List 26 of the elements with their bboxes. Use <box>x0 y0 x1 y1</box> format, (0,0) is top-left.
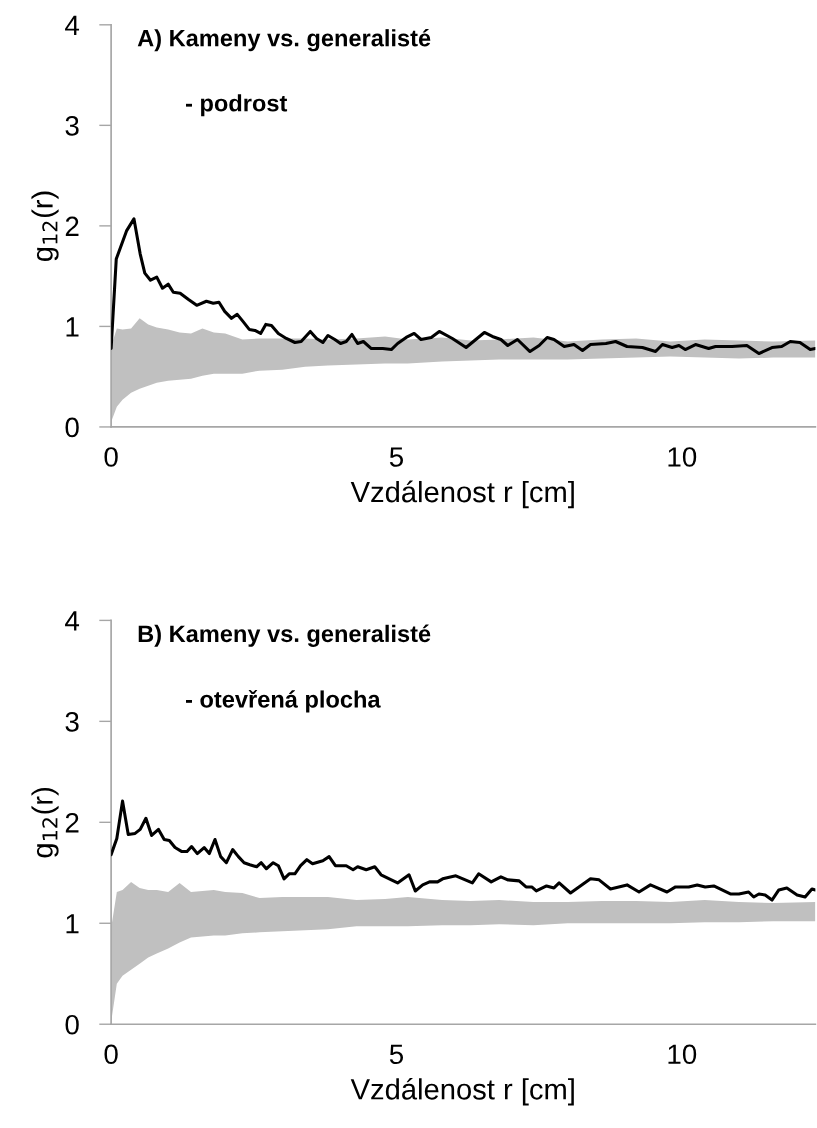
y-tick-label: 4 <box>65 15 80 35</box>
line-series <box>111 799 816 902</box>
chart-title: B) Kameny vs. generalisté <box>138 624 431 647</box>
y-tick-label: 1 <box>66 317 79 337</box>
y-tick-label: 3 <box>65 116 79 136</box>
y-tick-label: 1 <box>66 914 79 934</box>
y-axis-title: g$_{12}$(r) <box>31 788 59 858</box>
y-tick-label: 0 <box>65 1014 79 1035</box>
y-tick-label: 2 <box>65 216 79 236</box>
x-axis-title: Vzdálenost r [cm] <box>350 1077 574 1106</box>
y-tick-label: 0 <box>65 417 79 438</box>
x-axis-title: Vzdálenost r [cm] <box>350 480 574 509</box>
y-tick-label: 4 <box>65 611 80 631</box>
y-tick-label: 2 <box>65 812 79 833</box>
x-tick-label: 10 <box>668 447 697 467</box>
y-tick-label: 3 <box>65 712 79 732</box>
text: - podrost <box>185 94 288 117</box>
x-tick-label: 0 <box>104 1044 118 1065</box>
x-tick-label: 0 <box>104 447 118 467</box>
x-tick-label: 5 <box>389 1044 404 1065</box>
x-tick-label: 5 <box>389 447 404 467</box>
line-series <box>111 217 816 356</box>
x-tick-label: 10 <box>668 1044 697 1065</box>
text: - otevřená plocha <box>185 689 381 713</box>
y-axis-title: g$_{12}$(r) <box>31 191 59 261</box>
chart-title: A) Kameny vs. generalisté <box>137 28 431 52</box>
